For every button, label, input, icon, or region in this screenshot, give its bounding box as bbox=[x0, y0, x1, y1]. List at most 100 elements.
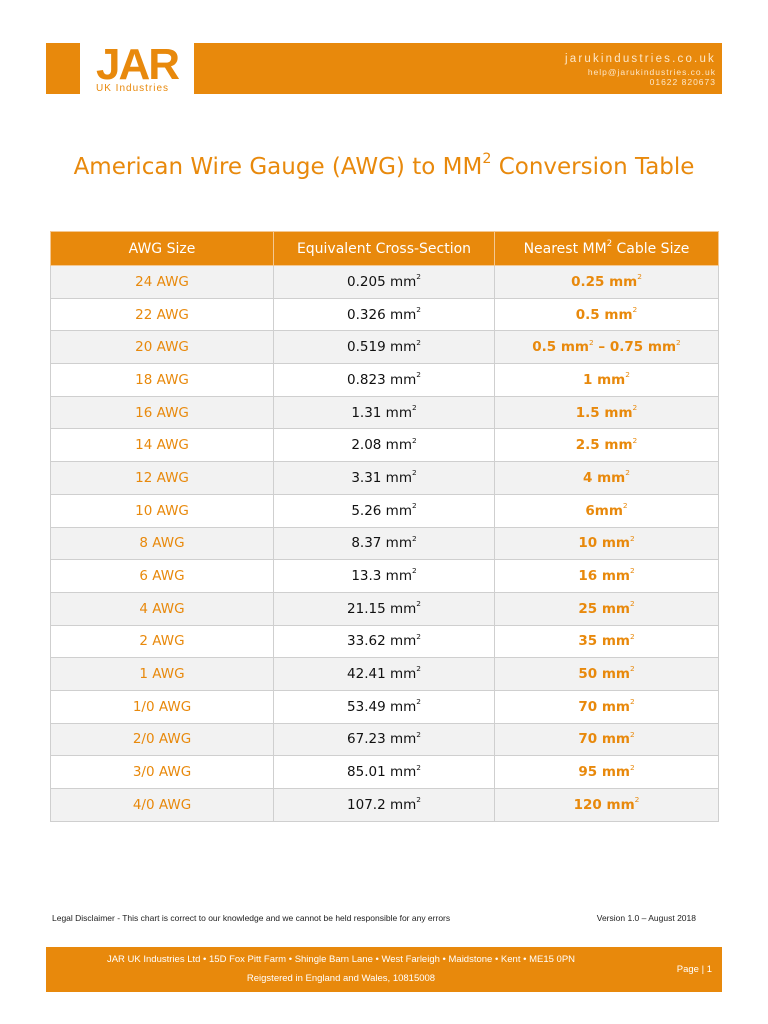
unit-superscript: 2 bbox=[629, 533, 635, 543]
equivalent-value: 8.37 mm bbox=[351, 535, 412, 552]
table-row: 1 AWG 42.41 mm2 50 mm2 bbox=[50, 657, 719, 691]
footer-address: JAR UK Industries Ltd • 15D Fox Pitt Far… bbox=[106, 954, 576, 965]
nearest-value: 10 mm bbox=[578, 535, 630, 552]
table-row: 6 AWG 13.3 mm2 16 mm2 bbox=[50, 559, 719, 593]
table-row: 4 AWG 21.15 mm2 25 mm2 bbox=[50, 591, 719, 626]
unit-superscript: 2 bbox=[411, 533, 417, 543]
equivalent-cross-section-cell: 107.2 mm2 bbox=[273, 788, 495, 822]
unit-superscript: 2 bbox=[411, 468, 417, 478]
unit-superscript: 2 bbox=[411, 566, 417, 576]
nearest-value: 0.5 mm bbox=[532, 339, 589, 356]
awg-size-cell: 4 AWG bbox=[50, 591, 274, 626]
table-row: 22 AWG 0.326 mm2 0.5 mm2 bbox=[50, 297, 719, 332]
equivalent-value: 13.3 mm bbox=[351, 568, 412, 585]
table-row: 10 AWG 5.26 mm2 6mm2 bbox=[50, 493, 719, 528]
equivalent-value: 1.31 mm bbox=[351, 404, 412, 421]
header-awg-size: AWG Size bbox=[50, 231, 274, 266]
equivalent-cross-section-cell: 33.62 mm2 bbox=[273, 624, 495, 659]
nearest-cable-size-cell: 35 mm2 bbox=[494, 624, 719, 659]
equivalent-cross-section-cell: 0.205 mm2 bbox=[273, 265, 495, 299]
nearest-cable-size-cell: 1 mm2 bbox=[494, 363, 719, 397]
equivalent-cross-section-cell: 0.519 mm2 bbox=[273, 330, 495, 365]
unit-superscript: 2 bbox=[629, 566, 635, 576]
unit-superscript: 2 bbox=[676, 337, 681, 347]
legal-disclaimer: Legal Disclaimer - This chart is correct… bbox=[52, 913, 451, 923]
unit-superscript: 2 bbox=[634, 795, 640, 805]
table-row: 2 AWG 33.62 mm2 35 mm2 bbox=[50, 624, 719, 659]
equivalent-value: 2.08 mm bbox=[351, 437, 412, 454]
unit-superscript: 2 bbox=[632, 304, 638, 314]
nearest-cable-size-cell: 50 mm2 bbox=[494, 657, 719, 691]
equivalent-cross-section-cell: 85.01 mm2 bbox=[273, 755, 495, 789]
table-row: 18 AWG 0.823 mm2 1 mm2 bbox=[50, 363, 719, 397]
email-link[interactable]: help@jarukindustries.co.uk bbox=[587, 67, 716, 77]
nearest-cable-size-cell: 0.25 mm2 bbox=[494, 265, 719, 299]
unit-superscript: 2 bbox=[416, 729, 421, 739]
awg-size-cell: 18 AWG bbox=[50, 363, 274, 397]
awg-size-cell: 24 AWG bbox=[50, 265, 274, 299]
logo-box bbox=[80, 43, 194, 94]
phone-number: 01622 820673 bbox=[649, 77, 716, 87]
equivalent-cross-section-cell: 42.41 mm2 bbox=[273, 657, 495, 691]
awg-size-cell: 8 AWG bbox=[50, 526, 274, 561]
unit-superscript: 2 bbox=[411, 402, 417, 412]
title-suffix: Conversion Table bbox=[491, 154, 695, 180]
table-row: 14 AWG 2.08 mm2 2.5 mm2 bbox=[50, 428, 719, 463]
equivalent-cross-section-cell: 0.823 mm2 bbox=[273, 363, 495, 397]
footer-registration: Reigstered in England and Wales, 1081500… bbox=[246, 973, 436, 984]
nearest-value: 1 mm bbox=[583, 371, 626, 388]
nearest-value: 70 mm bbox=[578, 698, 630, 715]
equivalent-value: 33.62 mm bbox=[347, 633, 417, 650]
equivalent-cross-section-cell: 67.23 mm2 bbox=[273, 722, 495, 757]
table-body: 24 AWG 0.205 mm2 0.25 mm2 22 AWG 0.326 mm2 0.… bbox=[50, 265, 719, 822]
unit-superscript: 2 bbox=[632, 435, 638, 445]
awg-size-cell: 14 AWG bbox=[50, 428, 274, 463]
equivalent-value: 42.41 mm bbox=[347, 666, 417, 683]
nearest-value: – 0.75 mm bbox=[593, 339, 677, 356]
nearest-cable-size-cell: 10 mm2 bbox=[494, 526, 719, 561]
nearest-cable-size-cell: 120 mm2 bbox=[494, 788, 719, 822]
awg-size-cell: 1 AWG bbox=[50, 657, 274, 691]
unit-superscript: 2 bbox=[629, 664, 635, 674]
header-equivalent-cross-section: Equivalent Cross-Section bbox=[273, 231, 495, 266]
title-superscript: 2 bbox=[482, 151, 492, 168]
equivalent-cross-section-cell: 1.31 mm2 bbox=[273, 395, 495, 430]
unit-superscript: 2 bbox=[411, 501, 417, 511]
unit-superscript: 2 bbox=[416, 337, 421, 347]
awg-size-cell: 6 AWG bbox=[50, 559, 274, 593]
equivalent-value: 0.326 mm bbox=[347, 306, 417, 323]
nearest-value: 25 mm bbox=[578, 600, 630, 617]
nearest-value: 0.5 mm bbox=[575, 306, 633, 323]
header-nearest-suffix: Cable Size bbox=[612, 240, 690, 257]
unit-superscript: 2 bbox=[629, 631, 635, 641]
unit-superscript: 2 bbox=[629, 762, 635, 772]
unit-superscript: 2 bbox=[637, 272, 642, 282]
title-prefix: American Wire Gauge (AWG) to MM bbox=[73, 154, 483, 180]
equivalent-cross-section-cell: 2.08 mm2 bbox=[273, 428, 495, 463]
equivalent-value: 85.01 mm bbox=[347, 764, 417, 781]
table-row: 12 AWG 3.31 mm2 4 mm2 bbox=[50, 461, 719, 495]
equivalent-value: 67.23 mm bbox=[347, 731, 417, 748]
awg-size-cell: 2/0 AWG bbox=[50, 722, 274, 757]
table-row: 3/0 AWG 85.01 mm2 95 mm2 bbox=[50, 755, 719, 789]
nearest-cable-size-cell: 0.5 mm2 bbox=[494, 297, 719, 332]
equivalent-cross-section-cell: 53.49 mm2 bbox=[273, 689, 495, 724]
awg-size-cell: 10 AWG bbox=[50, 493, 274, 528]
table-row: 16 AWG 1.31 mm2 1.5 mm2 bbox=[50, 395, 719, 430]
nearest-value: 0.25 mm bbox=[571, 273, 638, 290]
unit-superscript: 2 bbox=[589, 337, 594, 347]
unit-superscript: 2 bbox=[625, 370, 630, 380]
awg-size-cell: 20 AWG bbox=[50, 330, 274, 365]
unit-superscript: 2 bbox=[629, 697, 635, 707]
website-link[interactable]: jarukindustries.co.uk bbox=[564, 53, 716, 65]
unit-superscript: 2 bbox=[416, 370, 421, 380]
unit-superscript: 2 bbox=[622, 501, 628, 511]
nearest-cable-size-cell: 25 mm2 bbox=[494, 591, 719, 626]
equivalent-value: 3.31 mm bbox=[351, 469, 412, 486]
table-row: 4/0 AWG 107.2 mm2 120 mm2 bbox=[50, 788, 719, 822]
header-nearest-sup: 2 bbox=[606, 237, 613, 248]
unit-superscript: 2 bbox=[416, 304, 421, 314]
nearest-value: 35 mm bbox=[578, 633, 630, 650]
equivalent-value: 0.823 mm bbox=[347, 371, 417, 388]
nearest-cable-size-cell: 70 mm2 bbox=[494, 722, 719, 757]
